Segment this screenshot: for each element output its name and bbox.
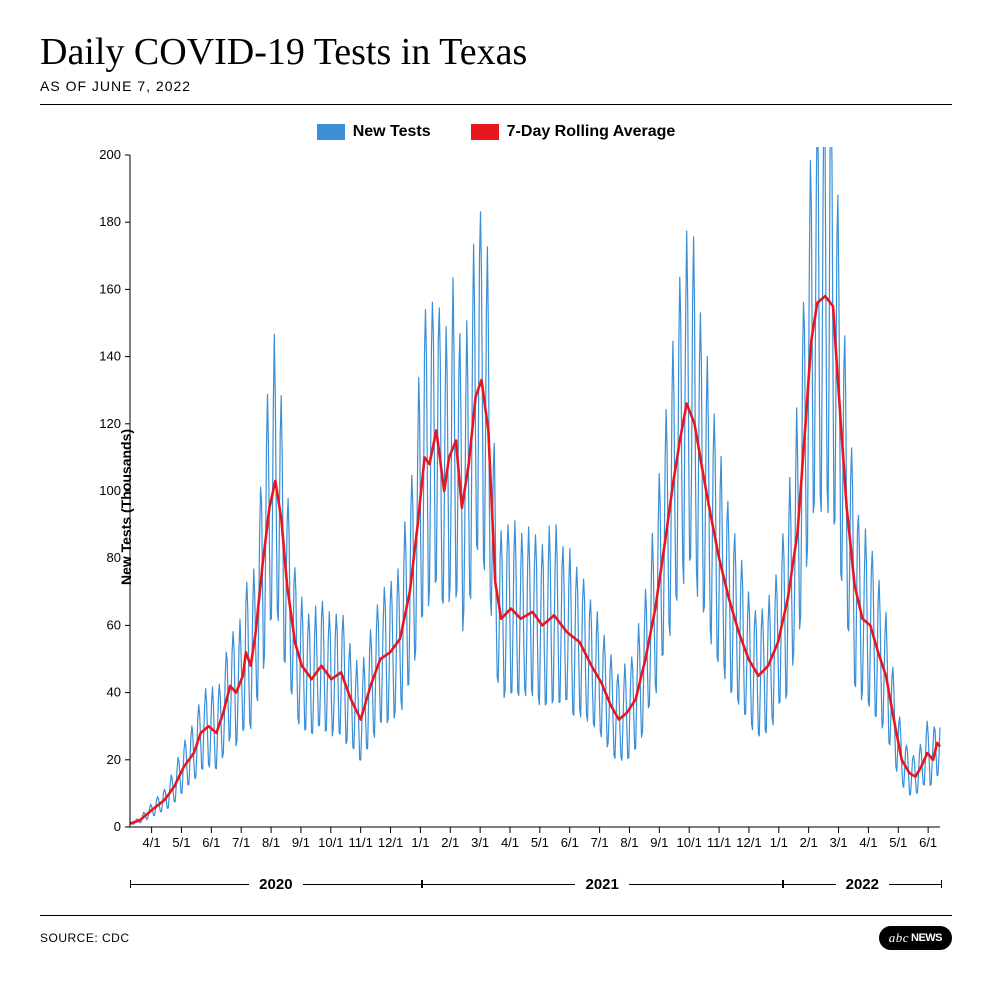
svg-text:160: 160: [99, 281, 121, 296]
svg-text:5/1: 5/1: [889, 835, 907, 850]
year-bracket-2022: 2022: [783, 867, 942, 901]
legend-label-rolling-avg: 7-Day Rolling Average: [507, 123, 676, 141]
svg-text:7/1: 7/1: [232, 835, 250, 850]
line-chart-svg: 0204060801001201401601802004/15/16/17/18…: [80, 147, 950, 867]
abc-news-logo: abcNEWS: [879, 926, 952, 950]
svg-text:9/1: 9/1: [650, 835, 668, 850]
svg-text:20: 20: [107, 752, 121, 767]
logo-abc: abc: [889, 930, 909, 946]
svg-text:5/1: 5/1: [172, 835, 190, 850]
svg-text:60: 60: [107, 617, 121, 632]
year-label: 2020: [249, 876, 302, 893]
svg-text:8/1: 8/1: [620, 835, 638, 850]
svg-text:140: 140: [99, 349, 121, 364]
svg-text:6/1: 6/1: [561, 835, 579, 850]
y-axis-label: New Tests (Thousands): [118, 429, 134, 585]
svg-text:11/1: 11/1: [348, 835, 372, 850]
svg-text:7/1: 7/1: [591, 835, 609, 850]
svg-text:3/1: 3/1: [829, 835, 847, 850]
svg-text:4/1: 4/1: [501, 835, 519, 850]
svg-text:11/1: 11/1: [707, 835, 731, 850]
svg-text:10/1: 10/1: [677, 835, 702, 850]
footer: SOURCE: CDC abcNEWS: [40, 915, 952, 950]
svg-text:1/1: 1/1: [770, 835, 788, 850]
year-bracket-2021: 2021: [422, 867, 783, 901]
svg-text:12/1: 12/1: [736, 835, 761, 850]
year-label: 2022: [836, 876, 889, 893]
svg-text:4/1: 4/1: [859, 835, 877, 850]
svg-text:12/1: 12/1: [378, 835, 403, 850]
legend-item-rolling-avg: 7-Day Rolling Average: [471, 123, 676, 141]
swatch-rolling-avg: [471, 124, 499, 140]
year-label: 2021: [575, 876, 628, 893]
source-text: SOURCE: CDC: [40, 931, 130, 945]
svg-text:3/1: 3/1: [471, 835, 489, 850]
svg-text:8/1: 8/1: [262, 835, 280, 850]
legend: New Tests 7-Day Rolling Average: [40, 123, 952, 141]
year-brackets: 2020 2021 2022: [130, 867, 942, 901]
logo-news: NEWS: [911, 932, 942, 944]
svg-text:180: 180: [99, 214, 121, 229]
svg-text:10/1: 10/1: [318, 835, 343, 850]
svg-text:9/1: 9/1: [292, 835, 310, 850]
chart-subtitle: AS OF JUNE 7, 2022: [40, 78, 952, 105]
year-bracket-2020: 2020: [130, 867, 422, 901]
svg-text:6/1: 6/1: [919, 835, 937, 850]
svg-text:6/1: 6/1: [202, 835, 220, 850]
chart-title: Daily COVID-19 Tests in Texas: [40, 30, 952, 74]
chart-area: New Tests (Thousands) 020406080100120140…: [80, 147, 952, 867]
svg-text:1/1: 1/1: [411, 835, 429, 850]
svg-text:4/1: 4/1: [143, 835, 161, 850]
svg-text:200: 200: [99, 147, 121, 162]
swatch-new-tests: [317, 124, 345, 140]
svg-text:0: 0: [114, 819, 121, 834]
svg-text:2/1: 2/1: [800, 835, 818, 850]
legend-item-new-tests: New Tests: [317, 123, 431, 141]
svg-text:5/1: 5/1: [531, 835, 549, 850]
svg-text:2/1: 2/1: [441, 835, 459, 850]
legend-label-new-tests: New Tests: [353, 123, 431, 141]
svg-text:40: 40: [107, 685, 121, 700]
